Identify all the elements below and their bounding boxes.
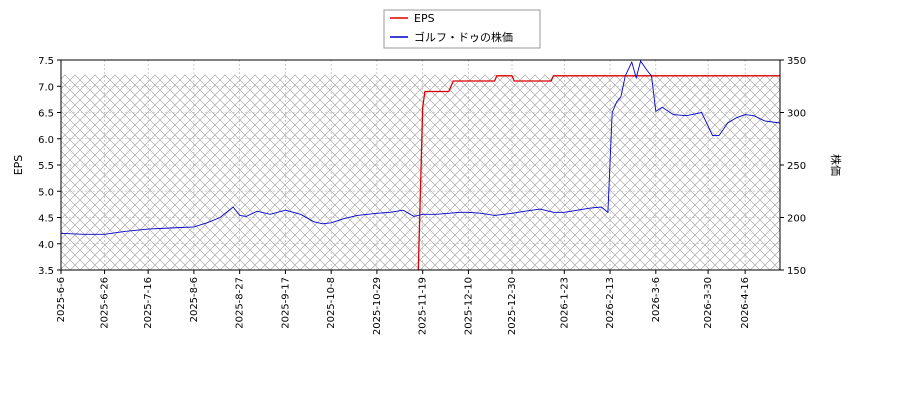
- x-tick-label: 2025-6-26: [100, 277, 111, 329]
- x-tick-label: 2025-10-8: [326, 277, 337, 329]
- left-tick-label: 4.0: [38, 240, 54, 251]
- left-tick-label: 5.5: [38, 161, 54, 172]
- x-tick-label: 2026-3-6: [651, 277, 662, 322]
- left-axis-title: EPS: [12, 155, 25, 176]
- x-tick-label: 2025-8-6: [189, 277, 200, 322]
- right-tick-label: 300: [787, 109, 806, 120]
- x-tick-label: 2025-8-27: [235, 277, 246, 329]
- left-tick-label: 7.0: [38, 82, 54, 93]
- legend: EPS ゴルフ・ドゥの株価: [383, 9, 541, 49]
- eps-line: [417, 75, 780, 270]
- right-tick-label: 250: [787, 161, 806, 172]
- left-tick-label: 6.5: [38, 109, 54, 120]
- x-tick-label: 2026-3-30: [703, 277, 714, 329]
- left-tick-label: 6.0: [38, 135, 54, 146]
- axes: 3.5 4.0 4.5 5.0 5.5 6.0 6.5 7.0 7.5 150 200 250 300 3…: [38, 56, 806, 335]
- left-tick-label: 4.5: [38, 214, 54, 225]
- legend-box: [383, 9, 541, 49]
- x-tick-label: 2025-7-16: [143, 277, 154, 329]
- x-tick-label: 2026-4-16: [740, 277, 751, 329]
- x-tick-label: 2026-2-13: [605, 277, 616, 329]
- x-tick-label: 2025-12-10: [463, 277, 474, 335]
- series-layer: [61, 60, 780, 270]
- left-tick-label: 7.5: [38, 56, 54, 67]
- right-tick-label: 200: [787, 214, 806, 225]
- right-tick-label: 350: [787, 56, 806, 67]
- x-tick-label: 2025-6-6: [56, 277, 67, 322]
- legend-eps-label: EPS: [414, 12, 435, 25]
- x-tick-label: 2025-10-29: [372, 277, 383, 335]
- left-tick-label: 5.0: [38, 187, 54, 198]
- right-axis-title: 株価: [829, 154, 843, 176]
- left-tick-label: 3.5: [38, 266, 54, 277]
- x-tick-label: 2025-11-19: [418, 277, 429, 335]
- x-tick-label: 2026-1-23: [559, 277, 570, 329]
- legend-price-label: ゴルフ・ドゥの株価: [414, 30, 513, 44]
- x-tick-label: 2025-12-30: [507, 277, 518, 335]
- right-tick-label: 150: [787, 266, 806, 277]
- stock-price-line: [61, 60, 780, 235]
- x-tick-label: 2025-9-17: [280, 277, 291, 329]
